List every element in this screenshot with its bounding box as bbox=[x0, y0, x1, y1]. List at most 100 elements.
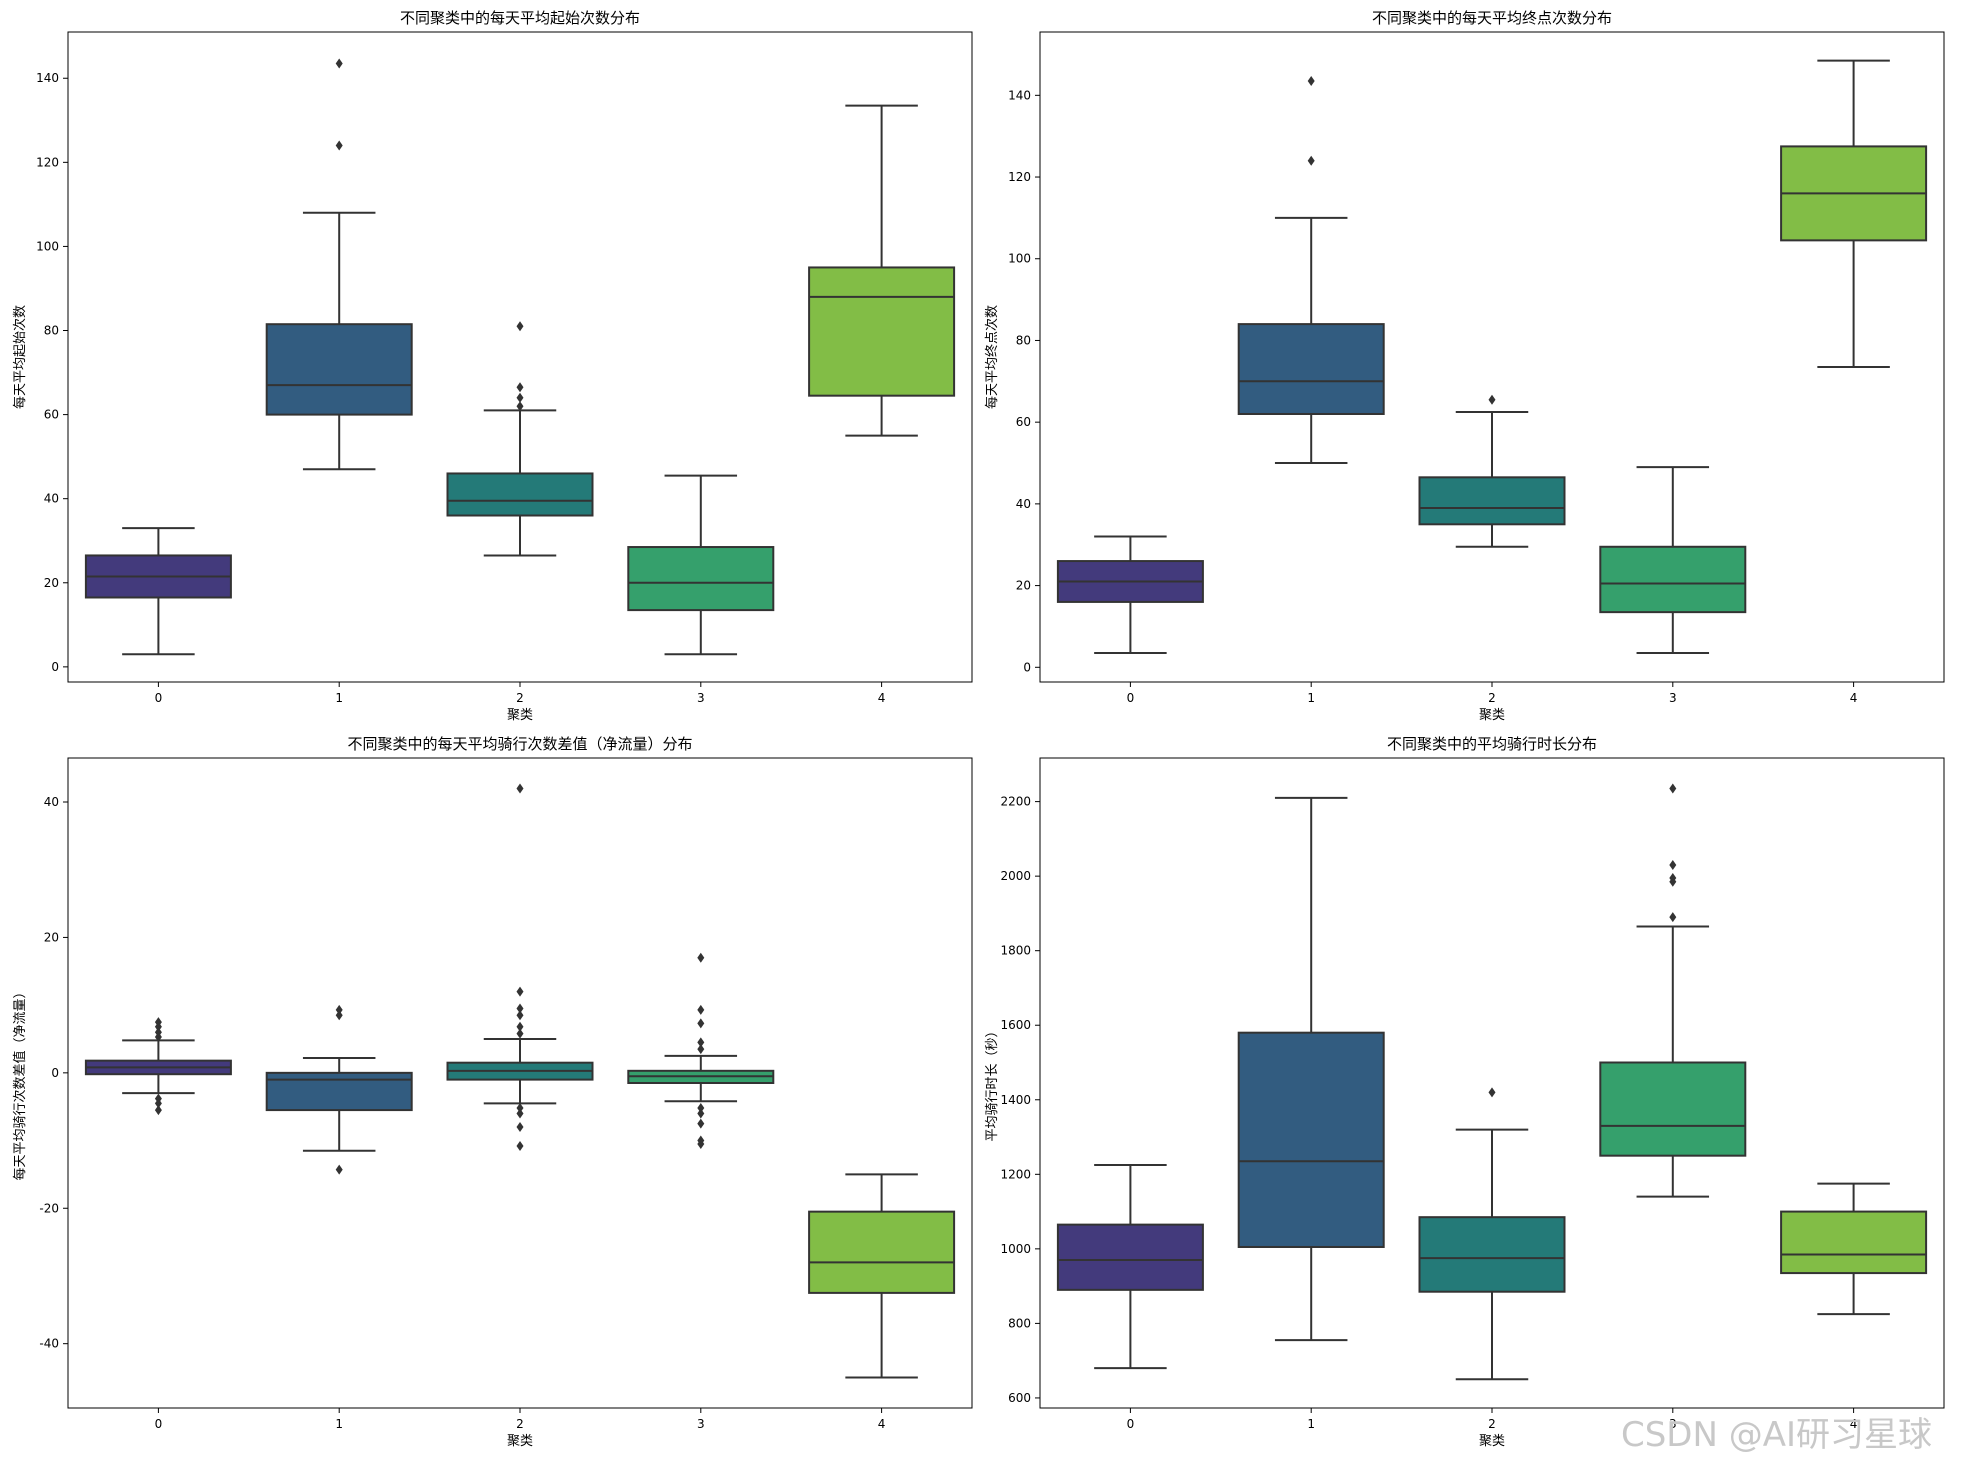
y-tick-label: 80 bbox=[44, 324, 59, 338]
box-cluster-4 bbox=[1780, 59, 1928, 369]
y-axis-label: 每天平均骑行次数差值（净流量） bbox=[12, 985, 28, 1180]
subplot-net-flow: 不同聚类中的每天平均骑行次数差值（净流量）分布 -40 -20 0 20 40 0 1 2 3 4 聚… bbox=[12, 735, 973, 1449]
y-tick-label: 140 bbox=[36, 71, 59, 85]
box-cluster-1 bbox=[1237, 796, 1385, 1342]
outlier-point bbox=[1669, 783, 1677, 794]
box-cluster-3 bbox=[1599, 783, 1747, 1198]
x-tick-label: 4 bbox=[878, 691, 886, 705]
plot-frame bbox=[67, 757, 973, 1409]
outlier-point bbox=[1307, 155, 1315, 166]
chart-title: 不同聚类中的每天平均终点次数分布 bbox=[1372, 9, 1612, 27]
outlier-point bbox=[1488, 394, 1496, 405]
outlier-point bbox=[516, 1103, 524, 1114]
iqr-box bbox=[1418, 476, 1566, 526]
x-tick-label: 1 bbox=[335, 691, 343, 705]
box-cluster-2 bbox=[446, 783, 594, 1151]
outlier-point bbox=[154, 1017, 162, 1028]
outlier-point bbox=[516, 401, 524, 412]
x-axis-label: 聚类 bbox=[1479, 708, 1505, 723]
iqr-box bbox=[808, 266, 956, 397]
y-axis-label: 平均骑行时长（秒） bbox=[985, 1024, 1000, 1141]
outlier-point bbox=[697, 1103, 705, 1114]
y-tick-label: 0 bbox=[51, 660, 59, 674]
outlier-point bbox=[697, 952, 705, 963]
y-tick-label: 100 bbox=[36, 239, 59, 253]
outlier-point bbox=[154, 1027, 162, 1038]
box-cluster-0 bbox=[84, 1017, 232, 1116]
x-tick-label: 4 bbox=[1850, 691, 1858, 705]
outlier-point bbox=[1669, 859, 1677, 870]
iqr-box bbox=[1780, 1210, 1928, 1275]
box-cluster-1 bbox=[265, 58, 413, 471]
outlier-point bbox=[516, 783, 524, 794]
iqr-box bbox=[1418, 1216, 1566, 1293]
x-tick-label: 0 bbox=[1127, 1417, 1135, 1431]
chart-title: 不同聚类中的平均骑行时长分布 bbox=[1387, 735, 1597, 753]
plot-frame bbox=[1039, 757, 1945, 1409]
y-tick-label: 120 bbox=[36, 155, 59, 169]
chart-title: 不同聚类中的每天平均骑行次数差值（净流量）分布 bbox=[347, 735, 692, 753]
x-tick-label: 3 bbox=[697, 691, 705, 705]
box-cluster-3 bbox=[627, 474, 775, 656]
y-tick-label: 0 bbox=[51, 1066, 59, 1080]
y-tick-label: 60 bbox=[1016, 415, 1031, 429]
subplot-start-count: 不同聚类中的每天平均起始次数分布 0 20 40 60 80 100 120 140 0 1 2 3 4 聚… bbox=[12, 9, 973, 723]
outlier-point bbox=[335, 140, 343, 151]
y-tick-label: 1000 bbox=[1000, 1242, 1031, 1256]
y-tick-label: 2200 bbox=[1000, 795, 1031, 809]
x-tick-label: 3 bbox=[1669, 691, 1677, 705]
y-tick-label: 60 bbox=[44, 408, 59, 422]
x-tick-label: 1 bbox=[1307, 1417, 1315, 1431]
iqr-box bbox=[627, 546, 775, 612]
outlier-point bbox=[335, 1164, 343, 1175]
outlier-point bbox=[516, 986, 524, 997]
outlier-point bbox=[154, 1105, 162, 1116]
x-tick-label: 4 bbox=[1850, 1417, 1858, 1431]
box-cluster-1 bbox=[265, 1004, 413, 1175]
x-tick-label: 4 bbox=[878, 1417, 886, 1431]
y-tick-label: 1400 bbox=[1000, 1093, 1031, 1107]
y-tick-label: 40 bbox=[44, 492, 59, 506]
outlier-point bbox=[516, 1140, 524, 1151]
outlier-point bbox=[1669, 873, 1677, 884]
y-tick-label: 1200 bbox=[1000, 1167, 1031, 1181]
box-cluster-0 bbox=[1056, 1163, 1204, 1370]
x-tick-label: 2 bbox=[1488, 1417, 1496, 1431]
y-tick-label: 100 bbox=[1008, 252, 1031, 266]
iqr-box bbox=[808, 1210, 956, 1294]
box-cluster-4 bbox=[1780, 1182, 1928, 1316]
y-tick-label: 140 bbox=[1008, 88, 1031, 102]
x-tick-label: 3 bbox=[1669, 1417, 1677, 1431]
outlier-point bbox=[516, 1108, 524, 1119]
plot-frame bbox=[67, 31, 973, 683]
x-axis-label: 聚类 bbox=[1479, 1434, 1505, 1449]
x-axis-label: 聚类 bbox=[507, 1434, 533, 1449]
outlier-point bbox=[516, 1122, 524, 1133]
outlier-point bbox=[697, 1044, 705, 1055]
subplot-end-count: 不同聚类中的每天平均终点次数分布 0 20 40 60 80 100 120 140 0 1 2 3 4 聚… bbox=[984, 9, 1945, 723]
y-tick-label: 20 bbox=[44, 576, 59, 590]
y-tick-label: 120 bbox=[1008, 170, 1031, 184]
outlier-point bbox=[697, 1118, 705, 1129]
x-tick-label: 0 bbox=[155, 1417, 163, 1431]
x-tick-label: 1 bbox=[1307, 691, 1315, 705]
y-tick-label: 2000 bbox=[1000, 869, 1031, 883]
x-tick-label: 2 bbox=[516, 1417, 524, 1431]
box-cluster-2 bbox=[446, 321, 594, 557]
y-tick-label: 1600 bbox=[1000, 1018, 1031, 1032]
outlier-point bbox=[1307, 76, 1315, 87]
iqr-box bbox=[1056, 1223, 1204, 1291]
y-tick-label: 20 bbox=[44, 930, 59, 944]
box-cluster-4 bbox=[808, 1173, 956, 1379]
box-cluster-3 bbox=[1599, 466, 1747, 654]
y-axis-label: 每天平均终点次数 bbox=[984, 305, 1000, 409]
chart-title: 不同聚类中的每天平均起始次数分布 bbox=[400, 9, 640, 27]
iqr-box bbox=[265, 323, 413, 416]
box-cluster-3 bbox=[627, 952, 775, 1149]
y-tick-label: -20 bbox=[39, 1201, 59, 1215]
outlier-point bbox=[1488, 1087, 1496, 1098]
outlier-point bbox=[516, 1010, 524, 1021]
x-tick-label: 2 bbox=[516, 691, 524, 705]
x-tick-label: 2 bbox=[1488, 691, 1496, 705]
